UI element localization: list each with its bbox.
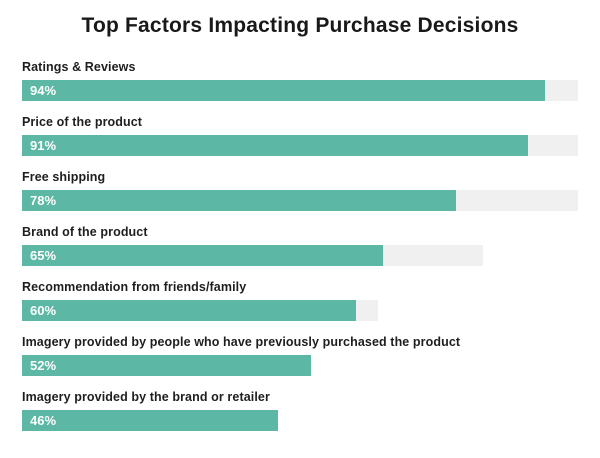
bar-label: Ratings & Reviews — [22, 60, 136, 74]
bar-group: Price of the product 91% — [22, 115, 578, 156]
bar-group: Free shipping 78% — [22, 170, 578, 211]
bar: 52% — [22, 355, 312, 376]
bar-area: 78% — [22, 190, 578, 211]
bar-label: Free shipping — [22, 170, 106, 184]
bar: 91% — [22, 135, 528, 156]
bar-value: 60% — [30, 303, 57, 318]
bar-value: 46% — [30, 413, 57, 428]
bar: 46% — [22, 410, 278, 431]
bar-area: 60% — [22, 300, 578, 321]
bar-value: 65% — [30, 248, 57, 263]
chart-title: Top Factors Impacting Purchase Decisions — [81, 14, 519, 37]
bar: 78% — [22, 190, 456, 211]
bar-group: Ratings & Reviews 94% — [22, 60, 578, 101]
bar-group: Recommendation from friends/family 60% — [22, 280, 578, 321]
bar-group: Imagery provided by people who have prev… — [22, 335, 578, 376]
bar-group: Brand of the product 65% — [22, 225, 578, 266]
bar-area: 46% — [22, 410, 578, 431]
bar-area: 52% — [22, 355, 578, 376]
bar-label: Brand of the product — [22, 225, 148, 239]
bar-value: 91% — [30, 138, 57, 153]
bar-area: 65% — [22, 245, 578, 266]
bar: 94% — [22, 80, 545, 101]
bar-label: Imagery provided by people who have prev… — [22, 335, 461, 349]
bar-value: 94% — [30, 83, 57, 98]
bar-area: 91% — [22, 135, 578, 156]
bar-label: Recommendation from friends/family — [22, 280, 247, 294]
bar-value: 78% — [30, 193, 57, 208]
bar-area: 94% — [22, 80, 578, 101]
bar-label: Price of the product — [22, 115, 143, 129]
bar-label: Imagery provided by the brand or retaile… — [22, 390, 270, 404]
bar: 60% — [22, 300, 356, 321]
bar-group: Imagery provided by the brand or retaile… — [22, 390, 578, 431]
bar-value: 52% — [30, 358, 57, 373]
bar: 65% — [22, 245, 384, 266]
